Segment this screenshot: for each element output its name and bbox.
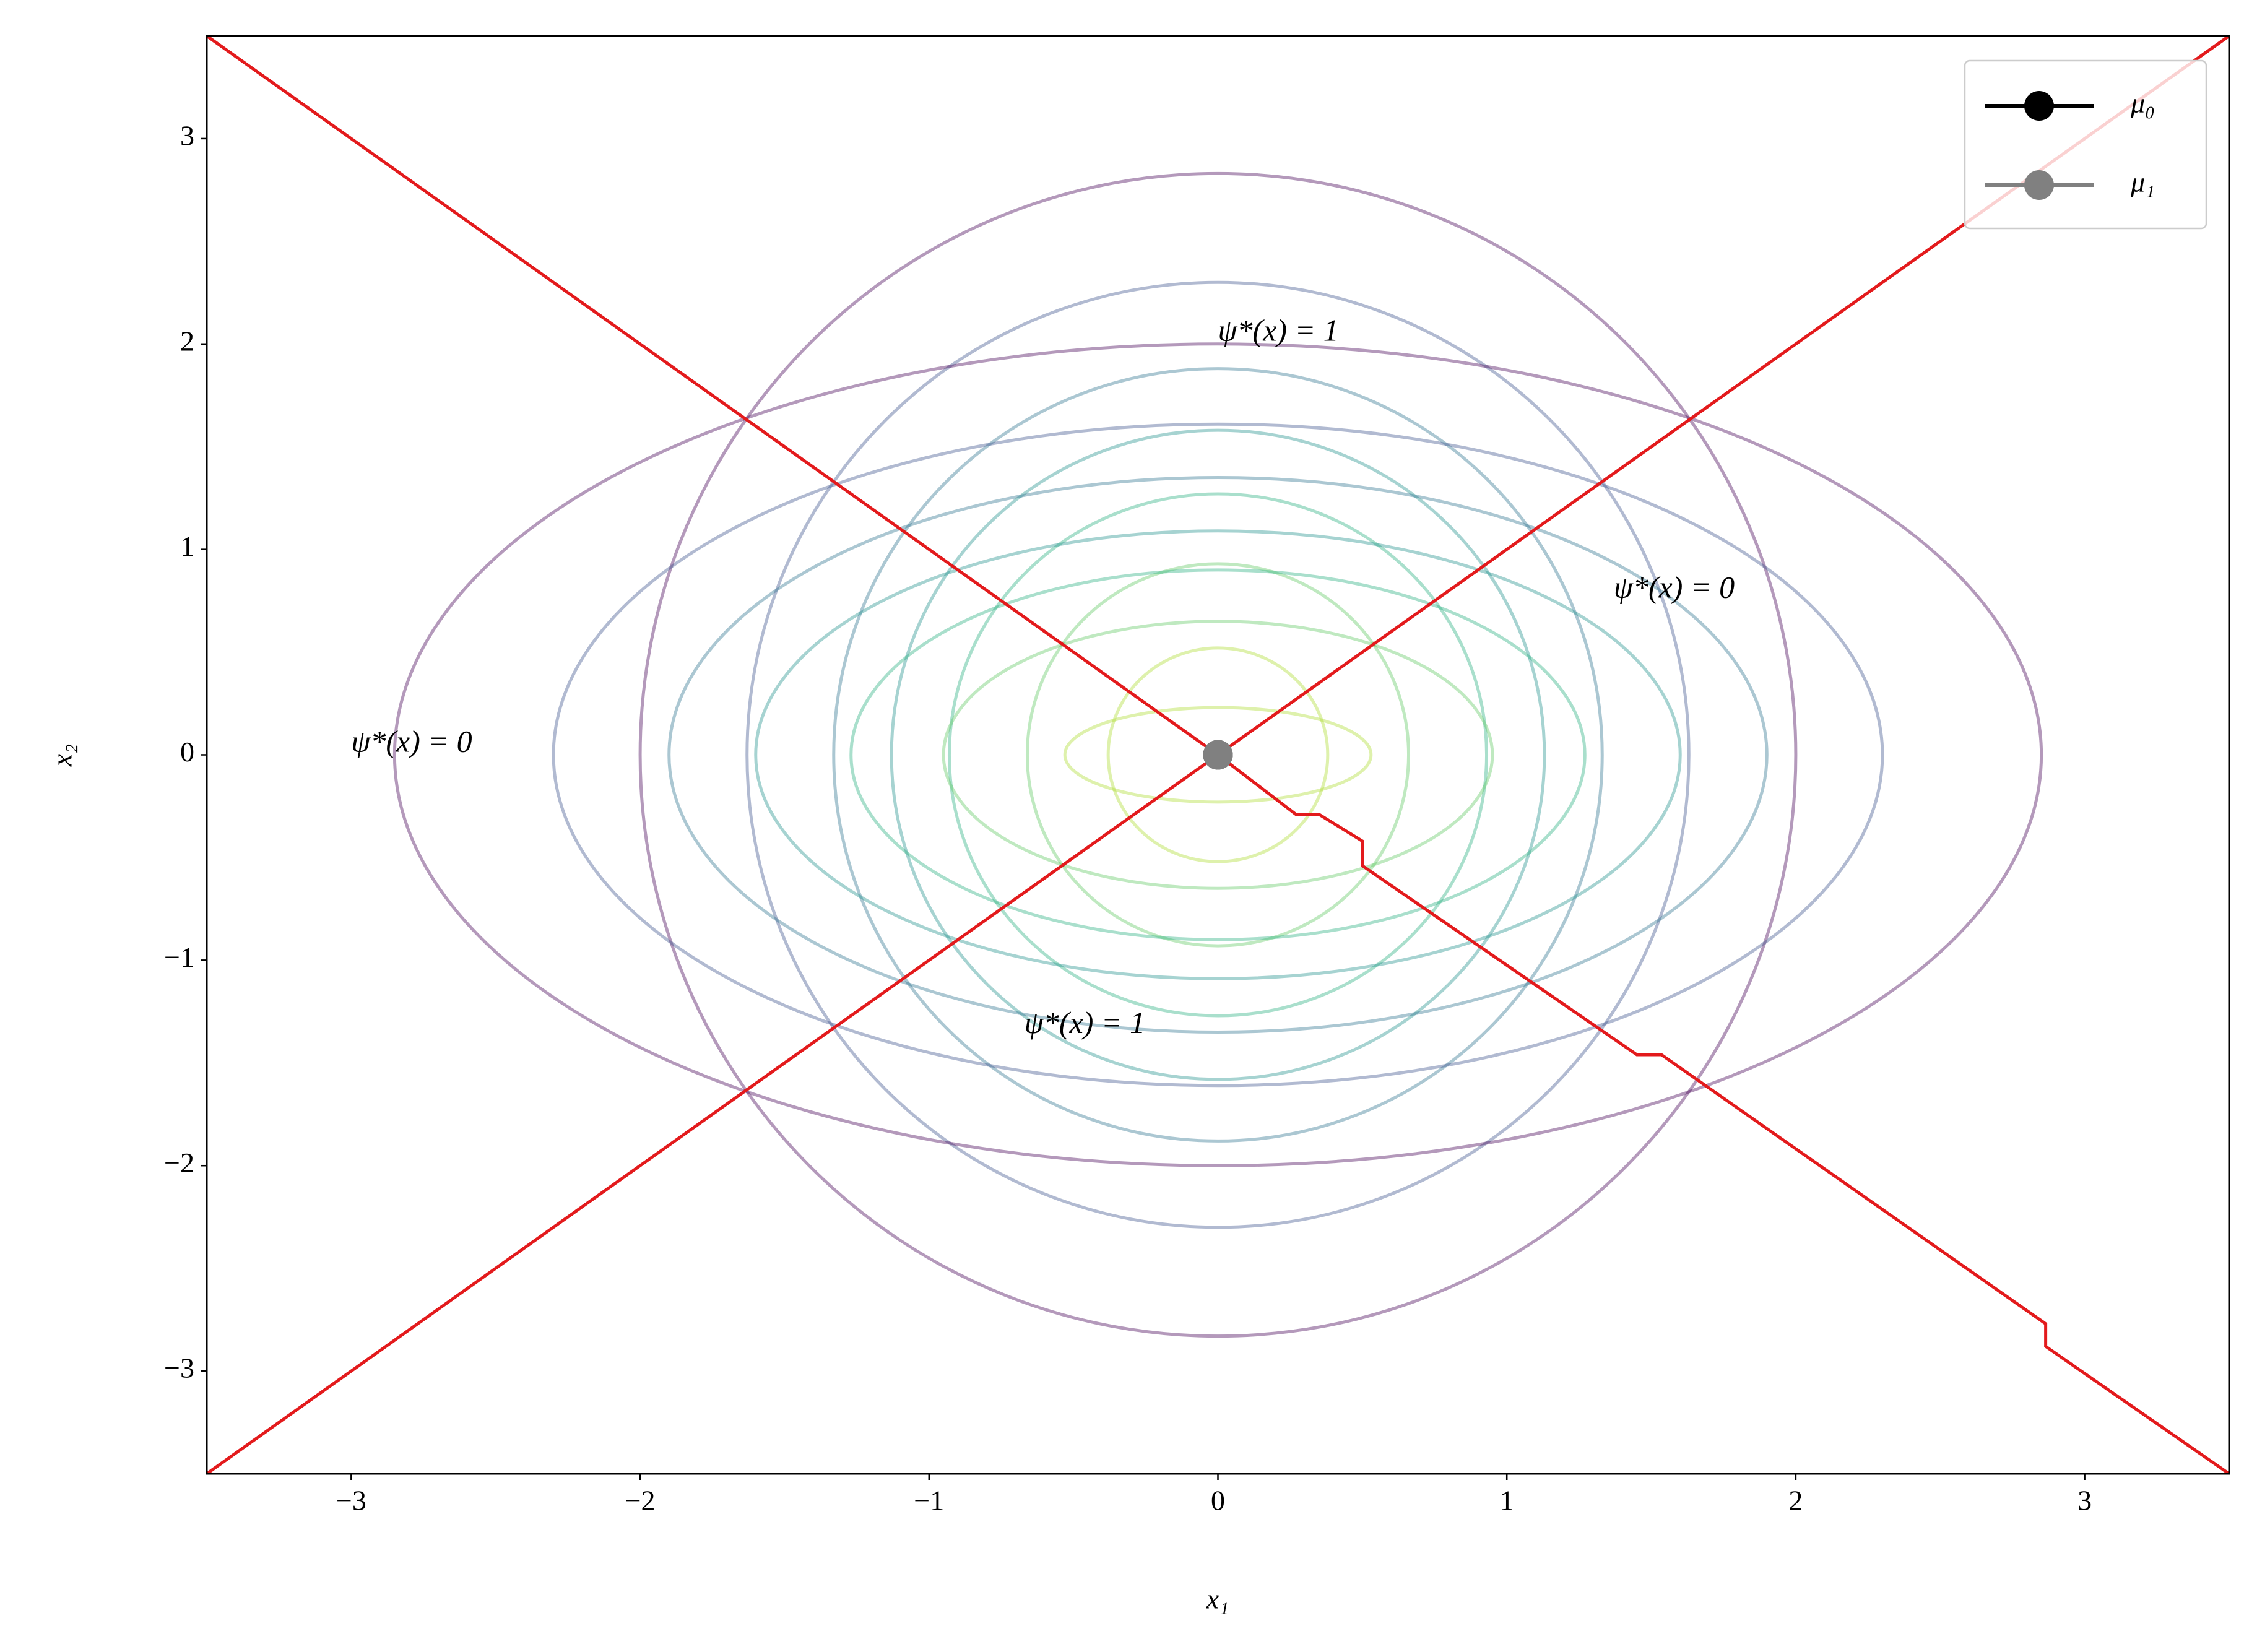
legend-marker: [2024, 170, 2054, 200]
contour-line: [1025, 562, 1411, 948]
contour-line: [849, 568, 1587, 941]
decision-boundary: [207, 36, 2229, 1474]
y-tick-label: 1: [180, 530, 194, 562]
plot-area: [207, 36, 2229, 1474]
contour-line: [667, 475, 1769, 1034]
contour-line: [754, 529, 1682, 980]
x-axis-label: x₁: [1206, 1583, 1229, 1615]
annotation: ψ*(x) = 1: [1218, 313, 1339, 348]
y-tick-label: −3: [164, 1352, 194, 1384]
x-tick-label: 0: [1211, 1485, 1225, 1516]
legend-label: μ₀: [2130, 87, 2155, 119]
legend-box: [1964, 59, 2207, 230]
annotation: ψ*(x) = 0: [1614, 569, 1735, 604]
contour-line: [1063, 706, 1373, 804]
contour-line: [947, 492, 1489, 1018]
y-tick-label: 3: [180, 119, 194, 151]
contour-line: [942, 620, 1494, 890]
contour-line: [638, 171, 1798, 1338]
axes-frame: [206, 35, 2230, 1475]
y-tick-label: 2: [180, 325, 194, 357]
annotation: ψ*(x) = 1: [1025, 1005, 1145, 1040]
contour-line: [1106, 646, 1330, 863]
y-tick-label: −2: [164, 1147, 194, 1178]
contour-line: [392, 342, 2043, 1167]
annotation: ψ*(x) = 0: [351, 724, 472, 758]
y-axis-label: x₂: [46, 744, 78, 767]
point: [1203, 740, 1233, 770]
x-tick-label: 1: [1500, 1485, 1514, 1516]
y-tick-label: −1: [164, 941, 194, 973]
x-tick-label: 3: [2077, 1485, 2092, 1516]
contour-line: [890, 428, 1546, 1081]
contour-line: [832, 367, 1604, 1143]
x-tick-label: −3: [336, 1485, 366, 1516]
x-tick-label: 2: [1788, 1485, 1803, 1516]
legend-label: μ₁: [2130, 166, 2155, 198]
x-tick-label: −1: [914, 1485, 944, 1516]
legend-marker: [2024, 91, 2054, 121]
x-tick-label: −2: [625, 1485, 656, 1516]
y-tick-label: 0: [180, 736, 194, 768]
contour-line: [745, 280, 1691, 1229]
contour-line: [552, 422, 1884, 1088]
